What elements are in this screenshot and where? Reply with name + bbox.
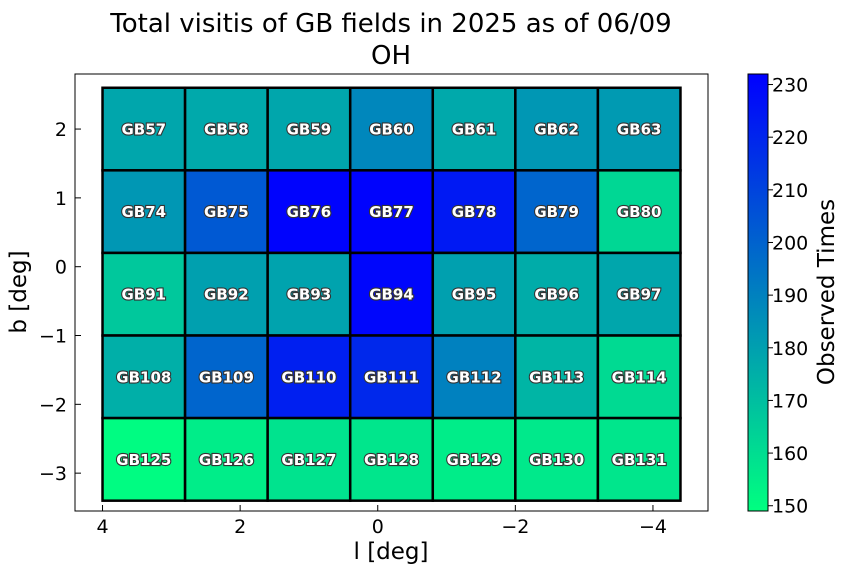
- plot-frame: [74, 73, 709, 512]
- cell-label: GB93: [287, 286, 332, 304]
- y-tick-label: 2: [55, 119, 67, 141]
- cell-label: GB110: [281, 368, 336, 386]
- cell-label: GB127: [281, 451, 336, 469]
- heatmap-cell: [514, 416, 600, 502]
- heatmap-cell: [596, 416, 682, 502]
- cell-label: GB77: [369, 203, 414, 221]
- colorbar-tick-label: 200: [772, 232, 808, 254]
- cell-label: GB78: [452, 203, 497, 221]
- heatmap-cell: [514, 334, 600, 420]
- colorbar-tick-label: 210: [772, 180, 808, 202]
- cell-label: GB114: [612, 368, 667, 386]
- heatmap-cell: [266, 251, 352, 337]
- heatmap-cells: [101, 86, 682, 502]
- x-tick-label: 0: [372, 516, 384, 538]
- cell-label: GB96: [534, 286, 579, 304]
- cell-label: GB113: [529, 368, 584, 386]
- cell-label: GB58: [204, 121, 249, 139]
- heatmap-cell: [101, 416, 187, 502]
- y-tick-label: −1: [39, 326, 67, 348]
- heatmap-cell: [183, 86, 269, 172]
- cell-label: GB92: [204, 286, 249, 304]
- heatmap-cell: [183, 334, 269, 420]
- cell-label: GB80: [617, 203, 662, 221]
- cell-label: GB108: [116, 368, 171, 386]
- heatmap-cell: [101, 334, 187, 420]
- y-tick-label: −2: [39, 394, 67, 416]
- cell-label: GB57: [121, 121, 166, 139]
- cell-label: GB126: [199, 451, 254, 469]
- heatmap-cell: [431, 169, 517, 255]
- cell-label: GB97: [617, 286, 662, 304]
- heatmap-cell: [266, 169, 352, 255]
- cell-label: GB79: [534, 203, 579, 221]
- heatmap-cell: [514, 86, 600, 172]
- heatmap-cell: [101, 169, 187, 255]
- cell-label: GB111: [364, 368, 419, 386]
- cell-label: GB60: [369, 121, 414, 139]
- cell-label: GB125: [116, 451, 171, 469]
- colorbar-tick-label: 190: [772, 285, 808, 307]
- chart-title-line2: OH: [371, 41, 411, 71]
- y-axis-label: b [deg]: [6, 250, 32, 333]
- heatmap-cell-labels: GB57 GB58 GB59 GB60 GB61 GB62 GB63 GB74 GB75 GB76…: [115, 119, 668, 470]
- y-axis-ticks: 2 1 0 −1 −2 −3: [39, 119, 81, 485]
- cell-label: GB62: [534, 121, 579, 139]
- cell-label: GB59: [287, 121, 332, 139]
- cell-label: GB94: [369, 286, 414, 304]
- colorbar-tick-label: 170: [772, 390, 808, 412]
- cell-label: GB95: [452, 286, 497, 304]
- y-tick-label: 1: [55, 188, 67, 210]
- colorbar-label: Observed Times: [814, 199, 840, 385]
- x-tick-label: −4: [639, 516, 667, 538]
- cell-label: GB91: [121, 286, 166, 304]
- colorbar-tick-label: 180: [772, 338, 808, 360]
- cell-label: GB129: [447, 451, 502, 469]
- chart-title-line1: Total visitis of GB fields in 2025 as of…: [109, 9, 671, 39]
- cell-label: GB61: [452, 121, 497, 139]
- y-tick-label: 0: [55, 257, 67, 279]
- colorbar: [747, 73, 769, 512]
- heatmap-cell: [596, 169, 682, 255]
- colorbar-tick-label: 150: [772, 496, 808, 518]
- colorbar-tick-label: 160: [772, 443, 808, 465]
- cell-label: GB112: [447, 368, 502, 386]
- colorbar-ticks: 150 160 170 180 190 200 210 220 230: [768, 75, 808, 518]
- heatmap-cell: [431, 251, 517, 337]
- cell-label: GB74: [121, 203, 166, 221]
- cell-label: GB63: [617, 121, 662, 139]
- colorbar-tick-label: 230: [772, 75, 808, 97]
- cell-label: GB109: [199, 368, 254, 386]
- heatmap-cell: [596, 251, 682, 337]
- heatmap-cell: [101, 86, 187, 172]
- y-tick-label: −3: [39, 463, 67, 485]
- x-axis-ticks: 4 2 0 −2 −4: [96, 505, 667, 538]
- x-tick-label: 4: [96, 516, 108, 538]
- x-axis-label: l [deg]: [354, 539, 429, 565]
- x-tick-label: 2: [234, 516, 246, 538]
- cell-label: GB128: [364, 451, 419, 469]
- heatmap-cell: [183, 251, 269, 337]
- x-tick-label: −2: [501, 516, 529, 538]
- cell-label: GB131: [612, 451, 667, 469]
- heatmap-cell: [266, 416, 352, 502]
- colorbar-tick-label: 220: [772, 127, 808, 149]
- heatmap-cell: [514, 251, 600, 337]
- cell-label: GB130: [529, 451, 584, 469]
- cell-label: GB76: [287, 203, 332, 221]
- cell-label: GB75: [204, 203, 249, 221]
